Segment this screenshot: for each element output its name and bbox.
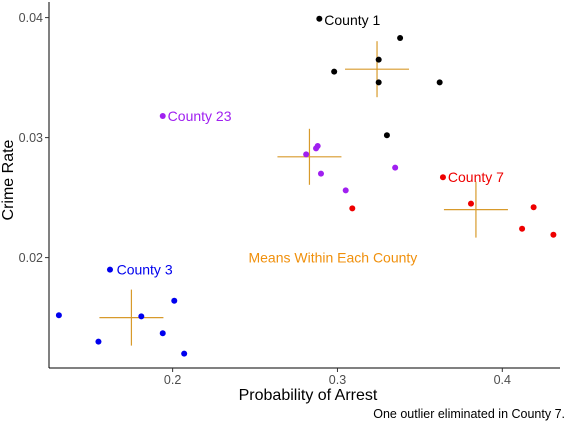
y-axis-ticks: 0.02 0.03 0.04 bbox=[19, 11, 49, 265]
data-point bbox=[519, 225, 526, 232]
data-point bbox=[550, 231, 557, 238]
data-point bbox=[349, 205, 356, 212]
x-tick-label: 0.2 bbox=[164, 373, 181, 387]
annotation-means: Means Within Each County bbox=[248, 250, 417, 266]
data-point bbox=[397, 35, 404, 41]
data-point bbox=[331, 68, 338, 75]
data-point bbox=[303, 151, 310, 158]
data-point bbox=[55, 312, 62, 319]
point-label: County 7 bbox=[448, 169, 504, 185]
data-point bbox=[342, 187, 349, 194]
data-point bbox=[138, 313, 145, 320]
y-tick-label: 0.03 bbox=[19, 131, 43, 145]
data-point bbox=[392, 164, 399, 171]
data-point bbox=[317, 170, 324, 177]
data-point bbox=[383, 132, 390, 139]
y-tick-label: 0.04 bbox=[19, 11, 43, 25]
data-point bbox=[181, 350, 188, 357]
x-axis-title: Probability of Arrest bbox=[239, 387, 378, 404]
point-label: County 1 bbox=[324, 12, 380, 28]
y-axis-title: Crime Rate bbox=[0, 139, 17, 220]
data-point bbox=[316, 15, 323, 22]
data-point bbox=[530, 204, 537, 211]
data-point bbox=[159, 330, 166, 337]
data-point bbox=[436, 79, 443, 86]
y-tick-label: 0.02 bbox=[19, 251, 43, 265]
data-point bbox=[375, 79, 382, 86]
data-point bbox=[439, 174, 446, 181]
caption: One outlier eliminated in County 7. bbox=[373, 407, 565, 421]
data-point bbox=[95, 338, 102, 345]
data-point bbox=[106, 266, 113, 273]
data-point bbox=[171, 297, 178, 304]
x-tick-label: 0.3 bbox=[329, 373, 346, 387]
x-axis-ticks: 0.2 0.3 0.4 bbox=[164, 368, 511, 387]
point-label: County 23 bbox=[168, 108, 232, 124]
data-point bbox=[375, 56, 382, 63]
data-point bbox=[313, 145, 320, 152]
point-label: County 3 bbox=[117, 262, 173, 278]
data-point bbox=[467, 200, 474, 207]
data-point bbox=[159, 113, 166, 119]
plot-area: County 1 County 23 County 7 County 3 Means W… bbox=[55, 12, 557, 357]
series-county-3: County 3 bbox=[55, 262, 188, 357]
series-county-7: County 7 bbox=[349, 169, 557, 238]
series-county-1: County 1 bbox=[316, 12, 443, 139]
x-tick-label: 0.4 bbox=[494, 373, 511, 387]
series-county-23: County 23 bbox=[159, 108, 399, 194]
